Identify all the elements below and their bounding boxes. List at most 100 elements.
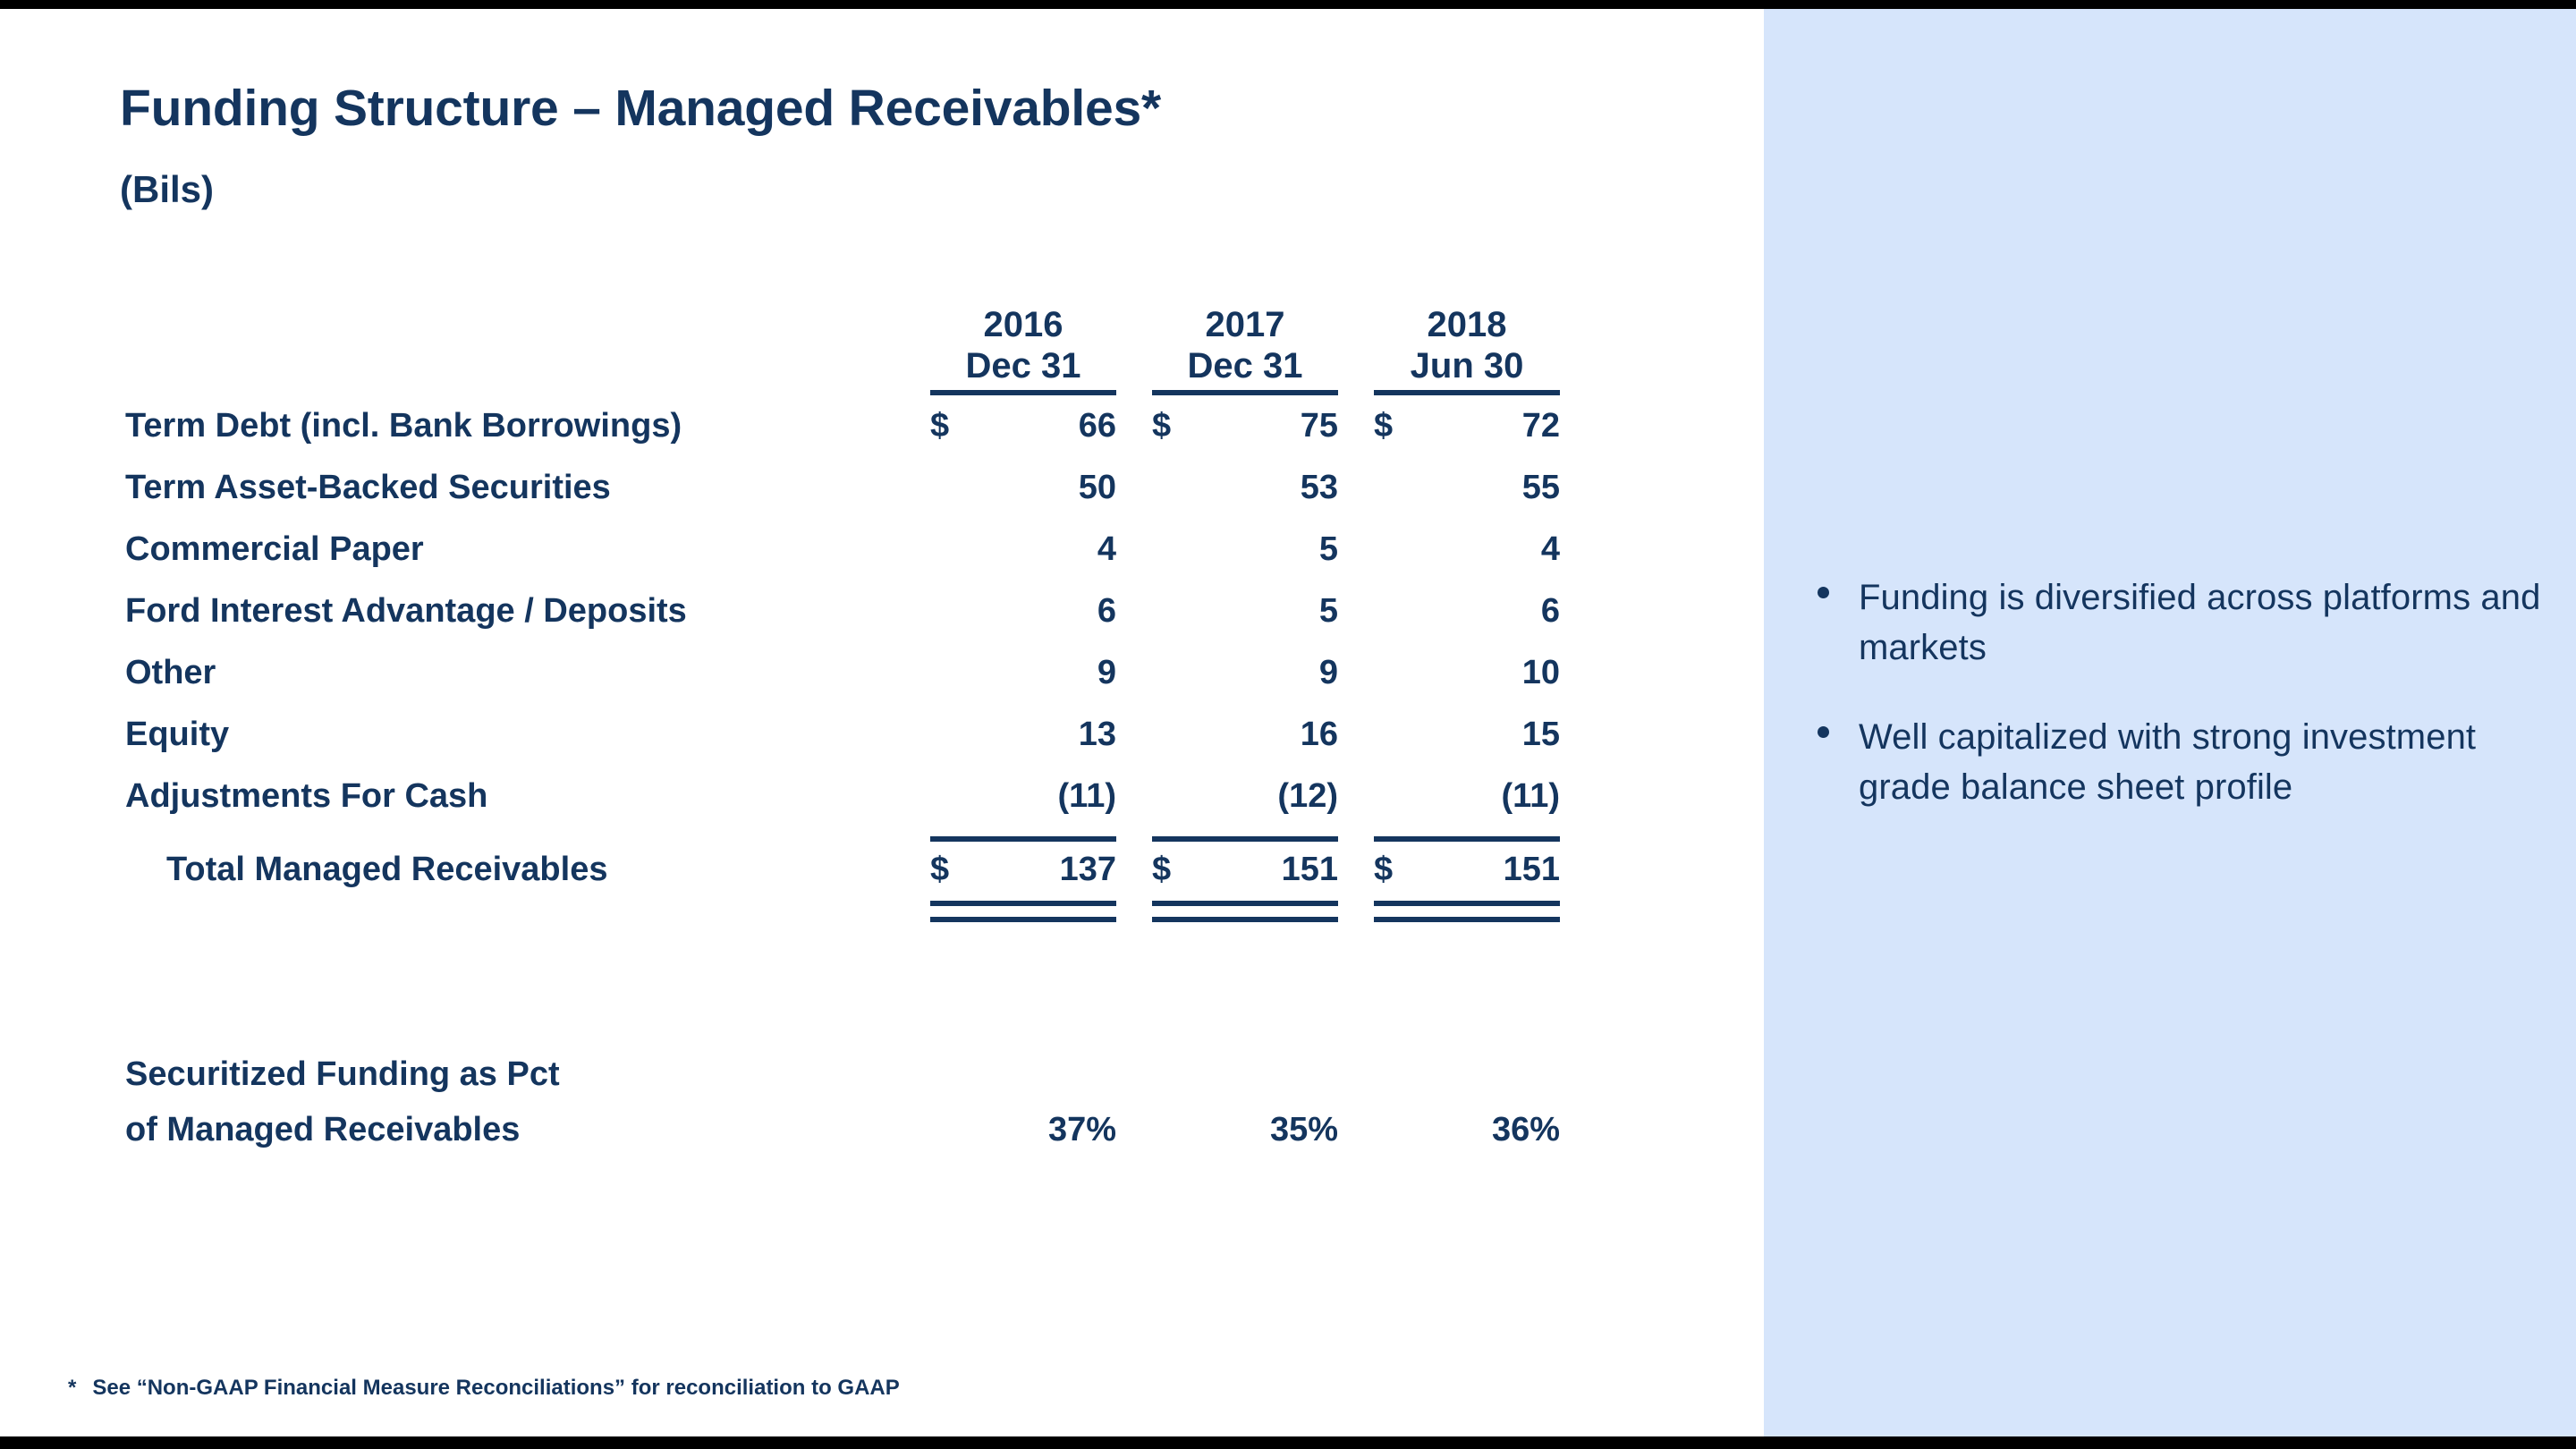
spacer-cell	[1338, 704, 1374, 766]
cell-value: 15	[1521, 716, 1560, 753]
cell-value: 10	[1521, 654, 1560, 691]
table-row: Other 9 9 10	[125, 642, 1560, 704]
cell-value: 53	[1300, 469, 1338, 506]
table-total-row: Total Managed Receivables $ 137 $ 151 $ …	[125, 842, 1560, 897]
cell-value: 72	[1521, 407, 1560, 445]
spacer-cell	[1338, 897, 1374, 922]
letterbox-top	[0, 0, 2576, 9]
cell-value: 66	[1078, 407, 1116, 445]
bullet-text: Funding is diversified across platforms …	[1859, 578, 2541, 667]
spacer-cell	[1116, 766, 1152, 827]
spacer-cell	[1338, 457, 1374, 519]
currency-symbol-blank	[1152, 704, 1204, 766]
total-row-label: Total Managed Receivables	[166, 851, 608, 888]
cell-value: 9	[1097, 654, 1116, 691]
row-label: Other	[125, 654, 216, 691]
pct-value: 35%	[1269, 1111, 1338, 1148]
total-top-rule-row	[125, 827, 1560, 842]
currency-symbol: $	[1152, 851, 1172, 888]
currency-symbol-blank	[930, 766, 982, 827]
currency-symbol: $	[930, 407, 950, 445]
spacer-cell	[1116, 897, 1152, 922]
row-label: Equity	[125, 716, 230, 753]
cell-value: 9	[1318, 654, 1338, 691]
currency-symbol-blank	[1374, 704, 1426, 766]
header-rule	[1374, 386, 1560, 395]
spacer-cell	[1338, 304, 1374, 345]
table-header-date-row: Dec 31 Dec 31 Jun 30	[125, 345, 1560, 386]
currency-symbol-blank	[930, 519, 982, 580]
footnote-text: See “Non-GAAP Financial Measure Reconcil…	[92, 1376, 900, 1400]
letterbox-bottom	[0, 1436, 2576, 1449]
spacer-cell	[1338, 580, 1374, 642]
column-header-year-2018: 2018	[1427, 305, 1507, 344]
spacer-cell	[1116, 580, 1152, 642]
spacer-cell	[1116, 519, 1152, 580]
footnote: * See “Non-GAAP Financial Measure Reconci…	[68, 1376, 900, 1401]
total-value: 151	[1503, 851, 1560, 888]
cell-value: 55	[1521, 469, 1560, 506]
spacer-cell	[1116, 386, 1152, 395]
cell-value: 4	[1097, 530, 1116, 568]
table-header-rule-row	[125, 386, 1560, 395]
currency-symbol: $	[1374, 407, 1394, 445]
bullet-text: Well capitalized with strong investment …	[1859, 717, 2477, 807]
pct-value: 36%	[1491, 1111, 1560, 1148]
cell-value: 5	[1318, 592, 1338, 630]
cell-value: 6	[1097, 592, 1116, 630]
row-label: Term Asset-Backed Securities	[125, 469, 611, 506]
spacer-cell	[1338, 345, 1374, 386]
currency-symbol-blank	[1152, 642, 1204, 704]
page-title: Funding Structure – Managed Receivables*	[120, 80, 1161, 137]
cell-value: 6	[1540, 592, 1560, 630]
total-bottom-double-rule	[1152, 897, 1338, 922]
list-item: Well capitalized with strong investment …	[1800, 712, 2551, 812]
spacer-cell	[1116, 304, 1152, 345]
securitized-funding-table: of Managed Receivables 37% 35% 36%	[125, 1102, 1560, 1157]
total-value: 137	[1059, 851, 1116, 888]
column-header-year-2017: 2017	[1205, 305, 1285, 344]
table-row: Adjustments For Cash (11) (12) (11)	[125, 766, 1560, 827]
spacer-cell	[1116, 395, 1152, 457]
table-row: of Managed Receivables 37% 35% 36%	[125, 1102, 1560, 1157]
cell-value: 75	[1300, 407, 1338, 445]
spacer-cell	[1116, 457, 1152, 519]
spacer-cell	[125, 304, 930, 345]
currency-symbol-blank	[1152, 519, 1204, 580]
securitized-funding-section: Securitized Funding as Pct of Managed Re…	[125, 1046, 1560, 1157]
bullet-point-icon	[1800, 712, 1859, 738]
row-label: Ford Interest Advantage / Deposits	[125, 592, 687, 630]
cell-value: 4	[1540, 530, 1560, 568]
cell-value: (11)	[1501, 777, 1560, 815]
header-rule	[1152, 386, 1338, 395]
spacer-cell	[1338, 827, 1374, 842]
list-item: Funding is diversified across platforms …	[1800, 572, 2551, 673]
spacer-cell	[930, 1102, 982, 1157]
side-panel: Funding is diversified across platforms …	[1764, 9, 2576, 1436]
spacer-cell	[1116, 842, 1152, 897]
table-row: Equity 13 16 15	[125, 704, 1560, 766]
column-header-year-2016: 2016	[983, 305, 1063, 344]
total-value: 151	[1281, 851, 1338, 888]
spacer-cell	[1116, 1102, 1152, 1157]
spacer-cell	[1338, 842, 1374, 897]
header-rule	[930, 386, 1116, 395]
cell-value: 5	[1318, 530, 1338, 568]
currency-symbol-blank	[1374, 642, 1426, 704]
spacer-cell	[1152, 1102, 1204, 1157]
column-header-date-2017: Dec 31	[1187, 346, 1303, 386]
cell-value: (11)	[1057, 777, 1116, 815]
spacer-cell	[1338, 766, 1374, 827]
spacer-cell	[1338, 642, 1374, 704]
currency-symbol-blank	[1374, 457, 1426, 519]
currency-symbol-blank	[1374, 766, 1426, 827]
spacer-cell	[125, 386, 930, 395]
currency-symbol: $	[1152, 407, 1172, 445]
spacer-cell	[1338, 395, 1374, 457]
total-top-rule	[930, 827, 1116, 842]
spacer-cell	[125, 345, 930, 386]
securitized-funding-label-line2: of Managed Receivables	[125, 1111, 521, 1148]
currency-symbol-blank	[1374, 580, 1426, 642]
currency-symbol-blank	[1152, 580, 1204, 642]
